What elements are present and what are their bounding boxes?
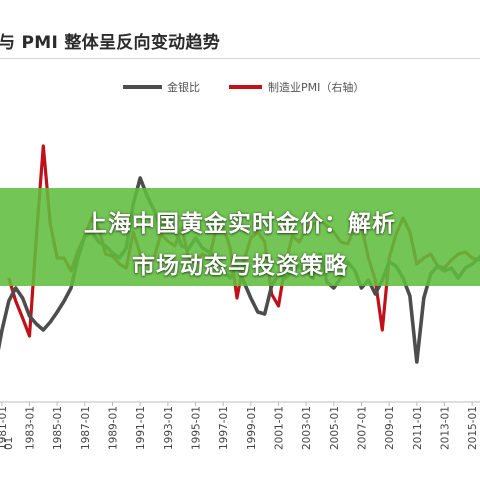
title-divider <box>0 58 480 59</box>
x-tick-label: 2005-01 <box>329 406 341 450</box>
x-tick-label: 1993-01 <box>163 406 175 450</box>
x-tick-label-partial: 01 <box>3 437 15 450</box>
x-tick-label: 1997-01 <box>218 406 230 450</box>
x-tick-label: 2003-01 <box>301 406 313 450</box>
x-tick-label: 2001-01 <box>274 406 286 450</box>
x-tick-label: 1987-01 <box>80 406 92 450</box>
x-tick-label: 1991-01 <box>135 406 147 450</box>
x-tick-label: 2011-01 <box>412 406 424 450</box>
x-tick-label: 2013-01 <box>440 406 452 450</box>
chart-title: 与 PMI 整体呈反向变动趋势 <box>0 33 221 53</box>
x-tick-label: 1985-01 <box>52 406 64 450</box>
x-tick-label: 1999-01 <box>246 406 258 450</box>
legend-label-pmi: 制造业PMI（右轴） <box>268 80 364 94</box>
overlay-banner <box>0 188 480 286</box>
x-tick-label: 1995-01 <box>191 406 203 450</box>
x-tick-label: 2009-01 <box>384 406 396 450</box>
chart-legend: 金银比 制造业PMI（右轴） <box>123 80 364 94</box>
x-tick-label: 1981-01 <box>0 406 9 450</box>
x-tick-label: 2015-01 <box>467 406 479 450</box>
overlay-headline-line-2: 市场动态与投资策略 <box>132 253 348 279</box>
x-axis-ticks: 1981-01 1983-01 1985-01 1987-01 1989-01 1991-… <box>0 402 479 450</box>
x-tick-label: 1983-01 <box>25 406 37 450</box>
legend-label-gold-silver-ratio: 金银比 <box>167 80 200 94</box>
overlay-headline-line-1: 上海中国黄金实时金价：解析 <box>84 211 396 237</box>
x-tick-label: 1989-01 <box>108 406 120 450</box>
x-tick-label: 2007-01 <box>357 406 369 450</box>
